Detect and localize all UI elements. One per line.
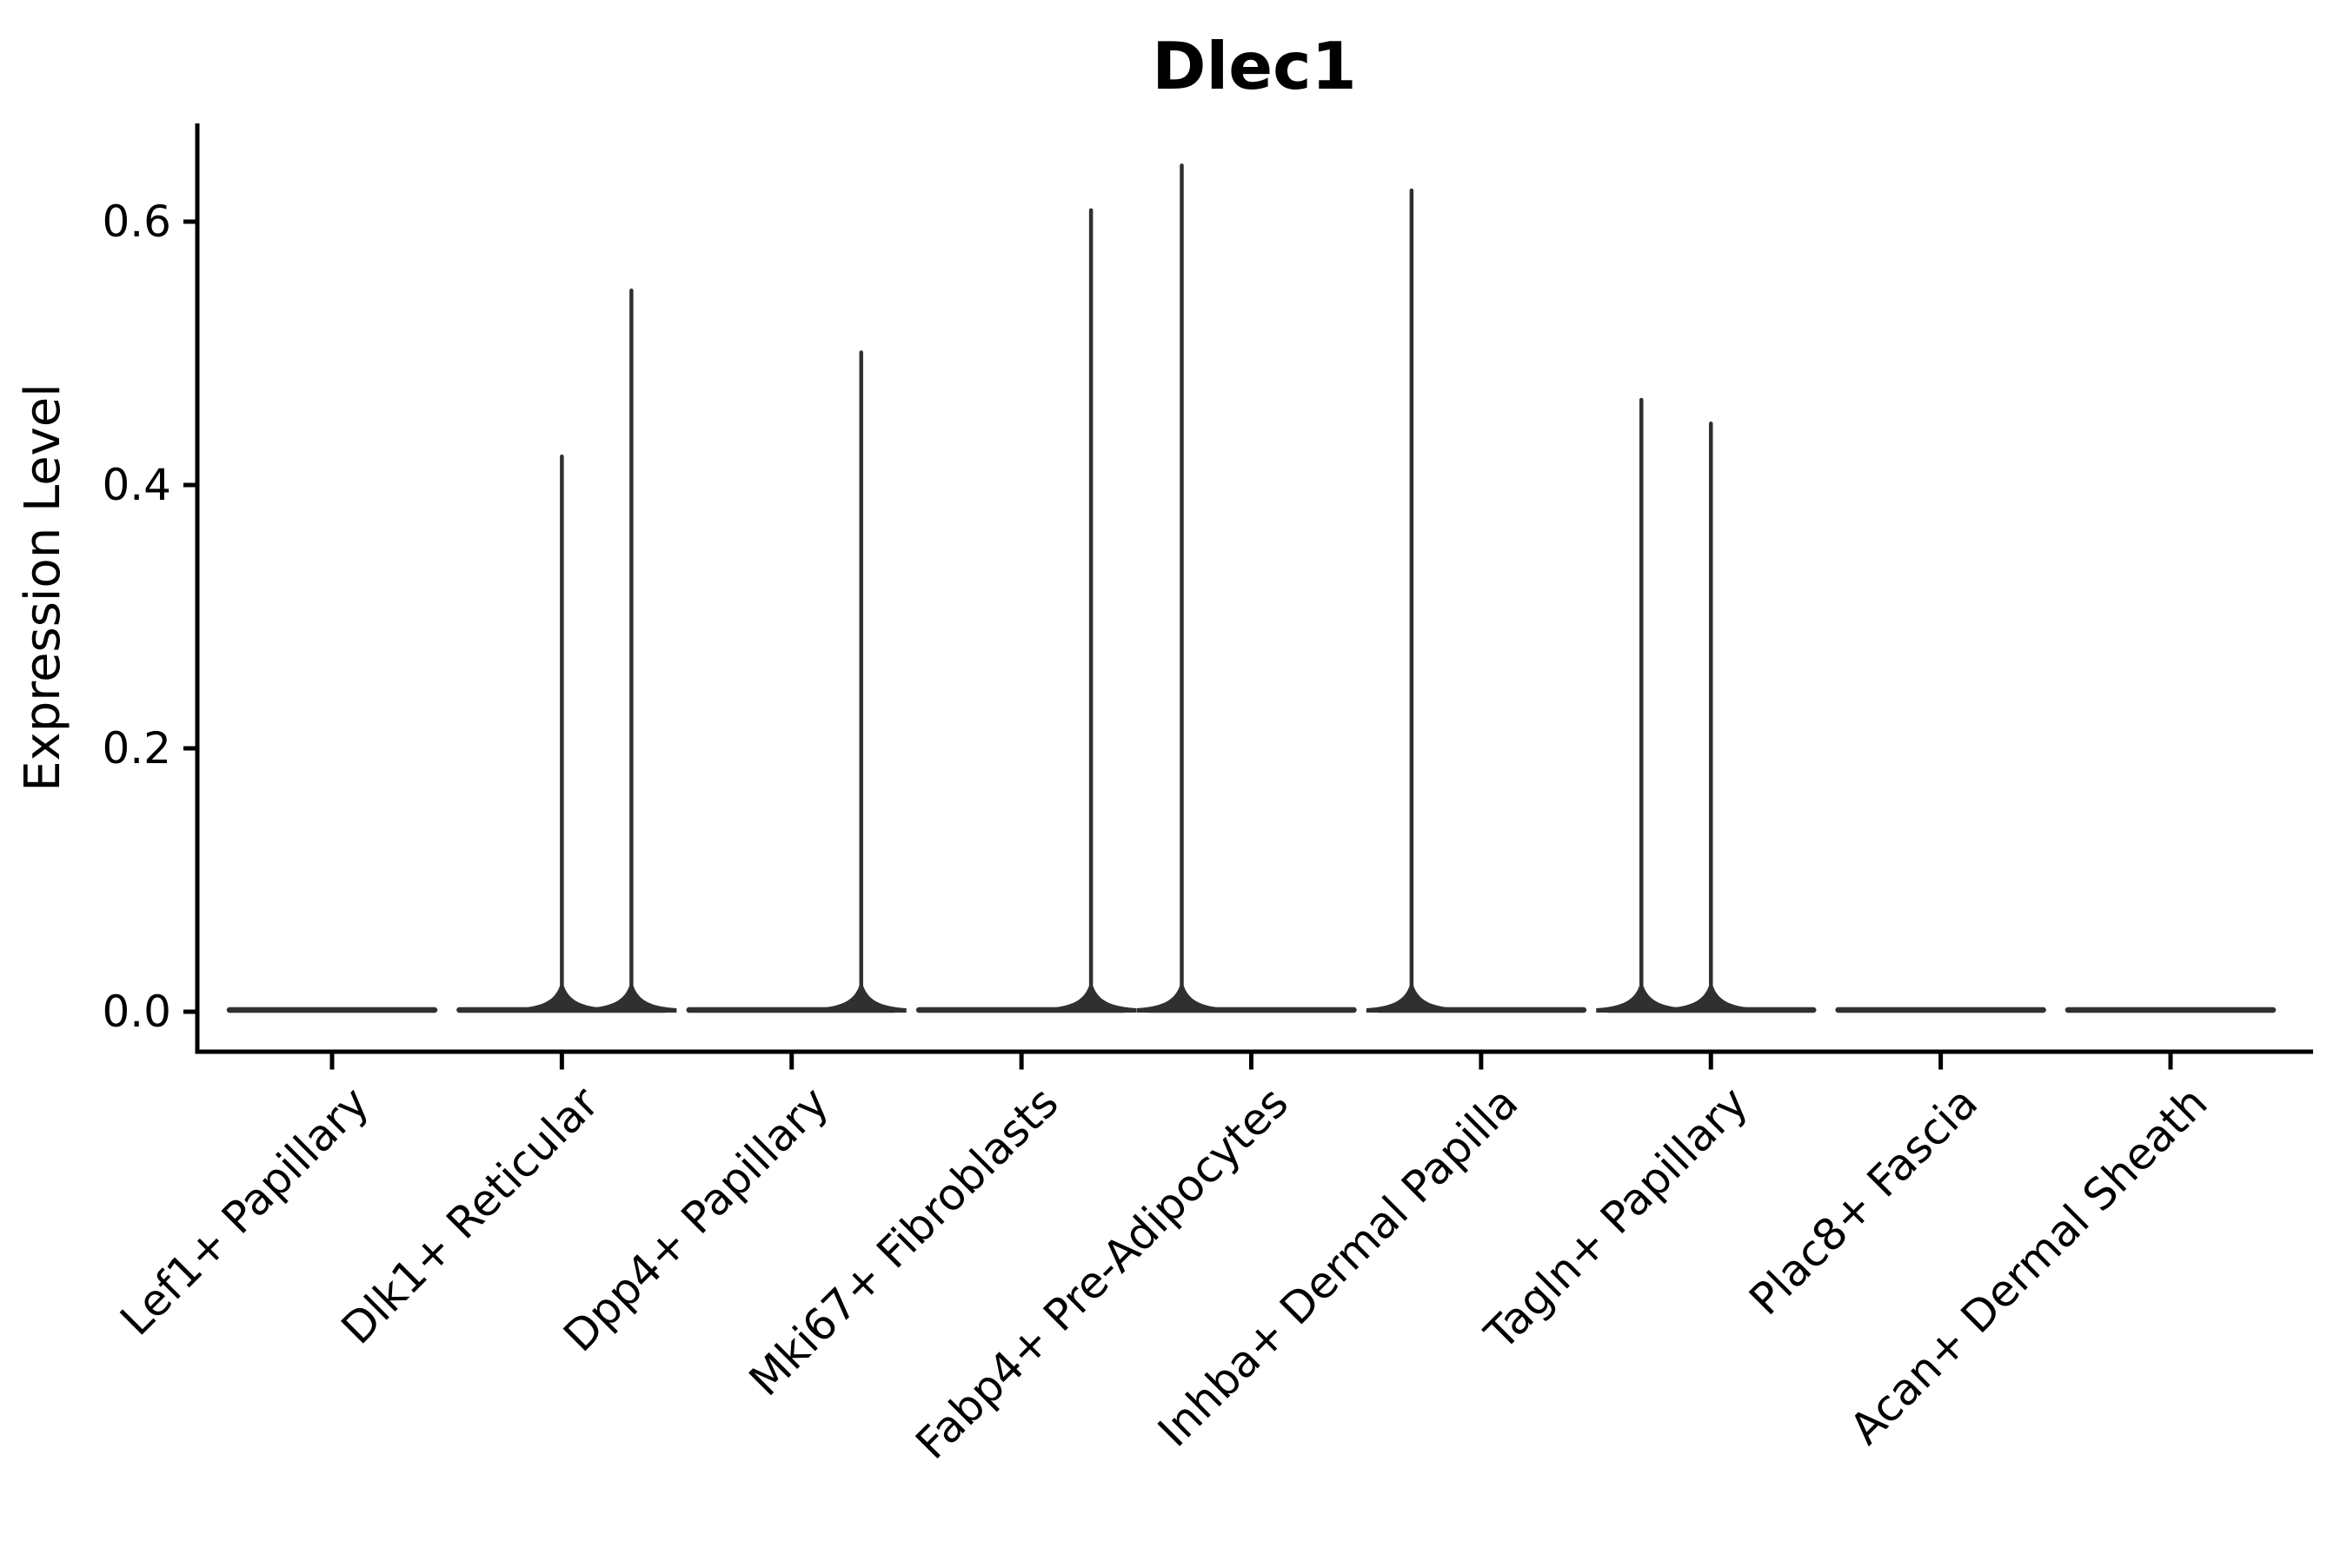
x-tick-label: Fabp4+ Pre-Adipocytes [906, 1077, 1298, 1469]
chart-title: Dlec1 [1152, 28, 1356, 104]
y-tick-label: 0.4 [102, 460, 171, 510]
x-tick-label: Lef1+ Papillary [110, 1077, 378, 1345]
violins-group [226, 163, 2277, 1013]
y-tick-label: 0.6 [102, 196, 171, 247]
y-axis-label: Expression Level [15, 383, 71, 792]
axes-group [195, 123, 2313, 1054]
x-tick-label: Plac8+ Fascia [1739, 1077, 1987, 1325]
y-tick-label: 0.0 [102, 987, 171, 1037]
y-ticks-group: 0.0 0.2 0.4 0.6 [102, 196, 197, 1037]
y-tick-label: 0.2 [102, 723, 171, 774]
